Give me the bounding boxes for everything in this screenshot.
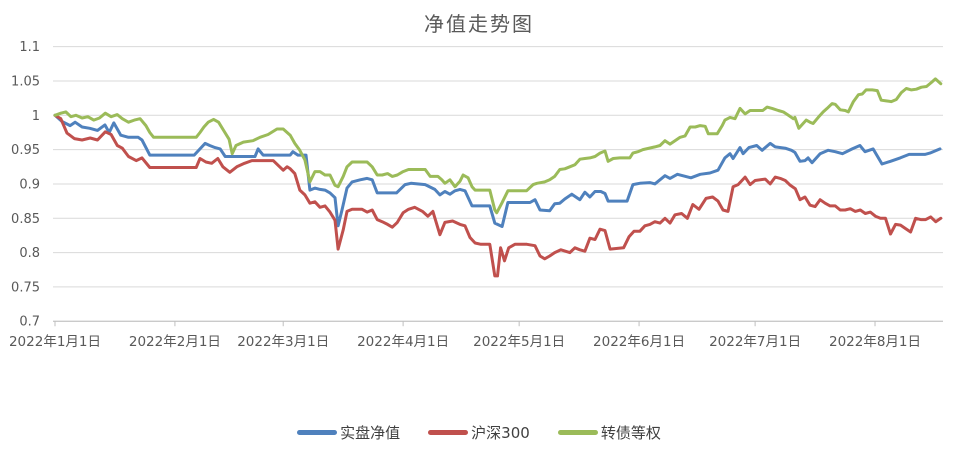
- legend-line-swatch-red: [428, 430, 469, 435]
- x-tick-label: 2022年4月1日: [357, 334, 449, 350]
- legend-label: 沪深300: [471, 424, 530, 442]
- series-line-1: [53, 113, 943, 278]
- x-tick-label: 2022年5月1日: [473, 334, 565, 350]
- x-tick-label: 2022年6月1日: [593, 334, 685, 350]
- y-tick-label: 1.05: [11, 74, 40, 89]
- legend-item-csi300: 沪深300: [428, 422, 530, 443]
- series-line-2: [53, 77, 943, 215]
- legend-line-swatch-blue: [297, 430, 338, 435]
- y-tick-label: 1: [32, 109, 40, 124]
- x-tick-label: 2022年8月1日: [829, 334, 921, 350]
- x-tick-label: 2022年1月1日: [9, 334, 101, 350]
- y-tick-label: 0.8: [19, 246, 40, 261]
- legend-item-cb-equal-weight: 转债等权: [557, 422, 661, 443]
- x-tick-label: 2022年3月1日: [237, 334, 329, 350]
- y-tick-label: 0.75: [11, 280, 40, 295]
- y-tick-label: 1.1: [19, 40, 40, 55]
- series-line-0: [53, 113, 942, 228]
- legend-item-actual-nav: 实盘净值: [297, 422, 400, 443]
- legend-line-swatch-green: [557, 430, 598, 435]
- x-tick-label: 2022年2月1日: [129, 334, 221, 350]
- y-tick-label: 0.95: [11, 143, 40, 158]
- x-tick-label: 2022年7月1日: [709, 334, 801, 350]
- y-tick-label: 0.9: [19, 177, 40, 192]
- y-tick-label: 0.85: [11, 212, 40, 227]
- chart-legend: 实盘净值 沪深300 转债等权: [0, 422, 958, 443]
- chart-title: 净值走势图: [424, 12, 534, 36]
- legend-label: 实盘净值: [340, 424, 401, 442]
- y-tick-label: 0.7: [19, 315, 40, 330]
- legend-label: 转债等权: [600, 424, 661, 442]
